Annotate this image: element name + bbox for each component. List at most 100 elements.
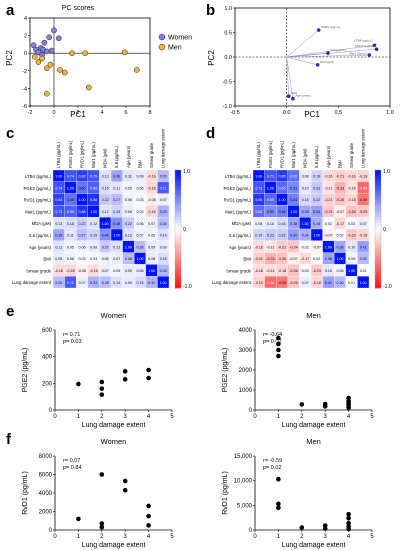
- color-scale-step: [375, 270, 381, 274]
- cell-value: 0.07: [102, 269, 109, 273]
- cell-value: -0.14: [347, 186, 355, 190]
- loading-vector: [286, 56, 289, 97]
- x-tick-label: 5: [370, 414, 374, 420]
- cell-value: 0.41: [360, 245, 367, 249]
- cell-value: 1.00: [137, 257, 144, 261]
- cell-value: 0.54: [279, 210, 286, 214]
- color-scale-step: [375, 243, 381, 248]
- cell-value: -0.17: [301, 257, 309, 261]
- cell-value: 1.00: [313, 234, 320, 238]
- pc-scores-plot: PC scores PC1 PC2 -2 0 2 4 6 8 4 2 0 -2 -4 -6 Women…: [5, 5, 192, 119]
- cell-value: 0.03: [137, 198, 144, 202]
- cell-value: 0.01: [348, 281, 355, 285]
- data-point: [76, 381, 81, 387]
- cell-value: -0.25: [359, 210, 367, 214]
- cell-value: -0.64: [359, 186, 367, 190]
- x-tick-label: 4: [147, 534, 151, 540]
- data-point: [276, 505, 281, 511]
- scatter-title: Men: [306, 311, 321, 320]
- row-label: BMI: [43, 257, 51, 262]
- men-score-point: [133, 67, 140, 73]
- scatter-title: Women: [101, 437, 127, 446]
- cell-value: 0.07: [160, 198, 167, 202]
- column-label: MDA (μM): [103, 148, 108, 168]
- row-label: PGE2 (pg/mL): [224, 186, 252, 191]
- column-label: Smear grade: [149, 143, 154, 168]
- color-scale-step: [175, 273, 181, 277]
- cell-value: -0.07: [336, 210, 344, 214]
- color-scale-step: [175, 196, 181, 200]
- x-tick-label: 1: [77, 414, 81, 420]
- y-tick-label: -1.0: [223, 104, 232, 110]
- women-score-point: [43, 48, 50, 55]
- data-point: [346, 524, 351, 529]
- cell-value: -0.25: [289, 281, 297, 285]
- cell-value: 0.05: [348, 257, 355, 261]
- row-label: Lung damage extent: [12, 280, 52, 285]
- loading-point: [315, 63, 320, 67]
- data-point: [122, 369, 128, 374]
- data-point: [122, 487, 128, 493]
- loading-vector: [286, 56, 294, 99]
- color-scale-step: [375, 184, 381, 189]
- cell-value: 0.09: [55, 257, 62, 261]
- color-scale-step: [175, 193, 181, 197]
- loading-label: MDA (μM): [320, 60, 334, 64]
- color-scale-step: [175, 258, 181, 262]
- loading-vector: [286, 56, 318, 66]
- cell-value: 0.22: [102, 245, 109, 249]
- cell-value: -0.19: [359, 175, 367, 179]
- women-score-point: [55, 35, 62, 42]
- cell-value: 0.08: [148, 257, 155, 261]
- cell-value: -0.08: [78, 269, 86, 273]
- row-label: MDA (μM): [232, 221, 252, 226]
- cell-value: 0.02: [337, 234, 344, 238]
- y-tick-label: -6: [22, 104, 27, 110]
- row-label: Age (years): [29, 245, 52, 250]
- color-scale-step: [375, 237, 381, 242]
- cell-value: 0.13: [125, 234, 132, 238]
- color-scale-step: [375, 234, 381, 239]
- cell-value: 0.03: [90, 257, 97, 261]
- cell-value: 0.34: [313, 222, 320, 226]
- cell-value: 0.07: [113, 257, 120, 261]
- x-axis-label: Lung damage extent: [82, 542, 146, 549]
- cell-value: 0.06: [137, 186, 144, 190]
- cell-value: 0.13: [113, 245, 120, 249]
- cell-value: 0.39: [113, 175, 120, 179]
- y-tick-label: 1000: [239, 388, 253, 394]
- x-axis-label: Lung damage extent: [282, 542, 346, 549]
- data-point: [276, 335, 281, 341]
- x-tick-label: 4: [347, 414, 351, 420]
- color-scale-step: [375, 217, 381, 221]
- color-scale-step: [375, 264, 381, 268]
- data-point: [146, 523, 151, 528]
- cell-value: 0.73: [255, 186, 262, 190]
- color-scale-step: [375, 252, 381, 256]
- column-label: LTB4 (pg/mL): [56, 141, 61, 168]
- cell-value: 0.60: [67, 198, 74, 202]
- x-tick-label: 2: [300, 414, 304, 420]
- color-scale-step: [375, 261, 381, 265]
- color-scale-step: [175, 243, 181, 248]
- cell-value: 0.62: [255, 210, 262, 214]
- color-scale-step: [375, 273, 381, 277]
- loading-label: RVD1 (pg/mL): [355, 44, 374, 48]
- men-score-point: [61, 69, 68, 76]
- x-tick-label: -2: [28, 110, 33, 116]
- cell-value: 0.03: [348, 222, 355, 226]
- men-score-point: [57, 67, 63, 73]
- x-axis-label: Lung damage extent: [82, 422, 146, 429]
- cell-value: 0.05: [148, 234, 155, 238]
- color-scale-step: [375, 172, 381, 177]
- row-label: RVD1 (pg/mL): [224, 198, 252, 203]
- cell-value: 0.73: [90, 175, 97, 179]
- pc-scores-xlabel: PC1: [70, 110, 86, 119]
- panel-letter-c: c: [6, 125, 15, 142]
- cell-value: 0.28: [125, 257, 132, 261]
- cell-value: 1.00: [79, 198, 86, 202]
- y-tick-label: 10,000: [234, 479, 253, 485]
- cell-value: 0.30: [360, 257, 367, 261]
- cell-value: 1.00: [267, 186, 274, 190]
- column-label: MDA (μM): [303, 148, 308, 168]
